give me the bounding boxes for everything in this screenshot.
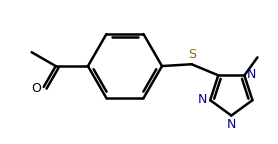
Text: N: N — [227, 118, 236, 131]
Text: S: S — [188, 48, 196, 60]
Text: N: N — [247, 68, 256, 81]
Text: O: O — [31, 82, 41, 95]
Text: N: N — [198, 93, 208, 106]
